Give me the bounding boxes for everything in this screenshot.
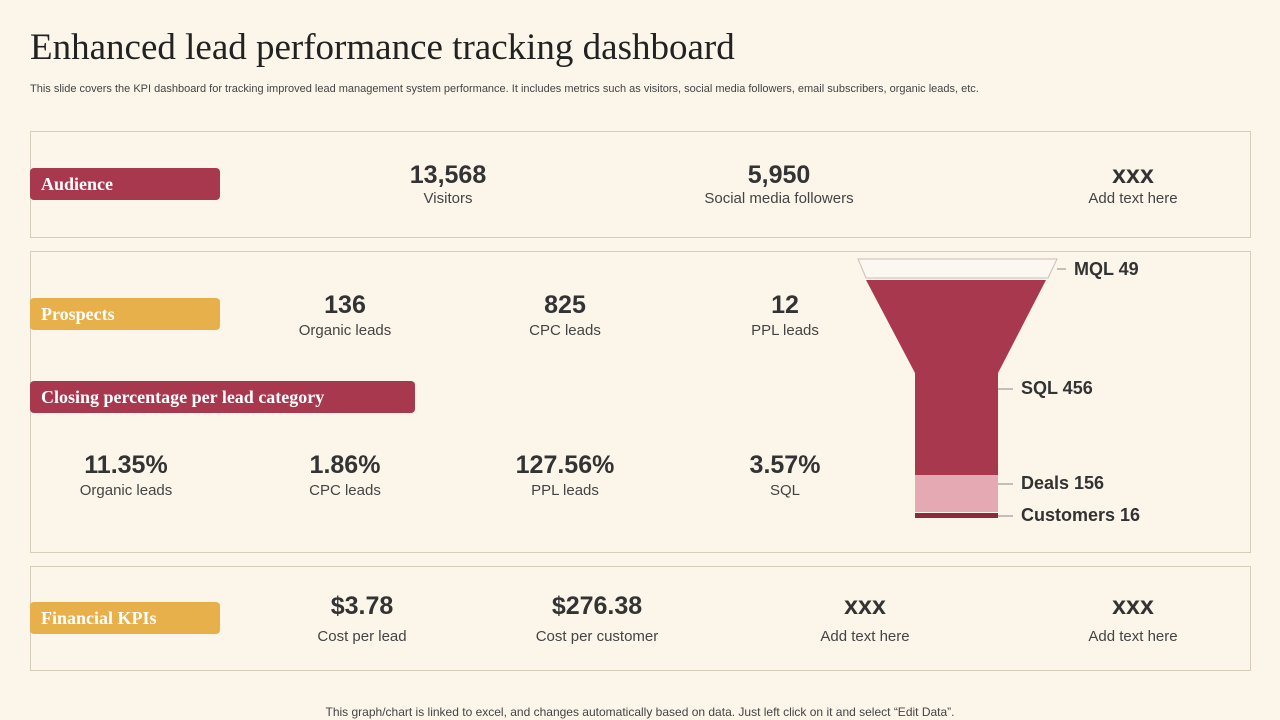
- metric-value: 1.86%: [309, 451, 381, 479]
- metric-label: Cost per customer: [535, 628, 659, 645]
- metric-label: Cost per lead: [317, 628, 407, 645]
- funnel-segment: [915, 513, 998, 518]
- metric-value: $276.38: [551, 592, 643, 620]
- metric-label: Organic leads: [79, 482, 173, 499]
- metric-label: Add text here: [1088, 628, 1178, 645]
- funnel-label: SQL 456: [1021, 378, 1093, 398]
- metric-value: xxx: [1112, 161, 1154, 189]
- subtitle: This slide covers the KPI dashboard for …: [30, 83, 979, 95]
- metric-label: CPC leads: [529, 322, 601, 339]
- funnel-segment: [915, 475, 998, 512]
- metric-value: 3.57%: [749, 451, 821, 479]
- funnel-label: MQL 49: [1074, 259, 1139, 279]
- metric-value: 825: [544, 291, 586, 319]
- section-label: Audience: [30, 168, 220, 200]
- connectors: [998, 268, 1066, 517]
- metric-value: 5,950: [747, 161, 811, 189]
- metric-label: Add text here: [1088, 190, 1178, 207]
- metric-label: PPL leads: [751, 322, 819, 339]
- metric-label: Social media followers: [704, 190, 854, 207]
- metric-value: 12: [771, 291, 799, 319]
- metric-value: $3.78: [330, 592, 394, 620]
- funnel-label: Deals 156: [1021, 473, 1104, 493]
- metric-label: SQL: [769, 482, 800, 499]
- funnel-label: Customers 16: [1021, 505, 1140, 525]
- title: Enhanced lead performance tracking dashb…: [30, 27, 735, 68]
- metric-label: Add text here: [820, 628, 910, 645]
- metric-value: 11.35%: [84, 451, 168, 479]
- metric-value: 136: [324, 291, 366, 319]
- funnel-body: [866, 280, 1046, 475]
- funnel-rim: [857, 258, 1058, 279]
- metric-label: PPL leads: [531, 482, 599, 499]
- metric-value: 127.56%: [515, 451, 615, 479]
- footer: This graph/chart is linked to excel, and…: [325, 705, 955, 719]
- metric-value: xxx: [844, 592, 886, 620]
- section-label: Prospects: [30, 298, 220, 330]
- metric-value: 13,568: [409, 161, 487, 189]
- metric-label: CPC leads: [309, 482, 381, 499]
- section-label: Closing percentage per lead category: [30, 381, 415, 413]
- metric-label: Visitors: [423, 190, 473, 207]
- metric-value: xxx: [1112, 592, 1154, 620]
- metric-label: Organic leads: [298, 322, 392, 339]
- section-label: Financial KPIs: [30, 602, 220, 634]
